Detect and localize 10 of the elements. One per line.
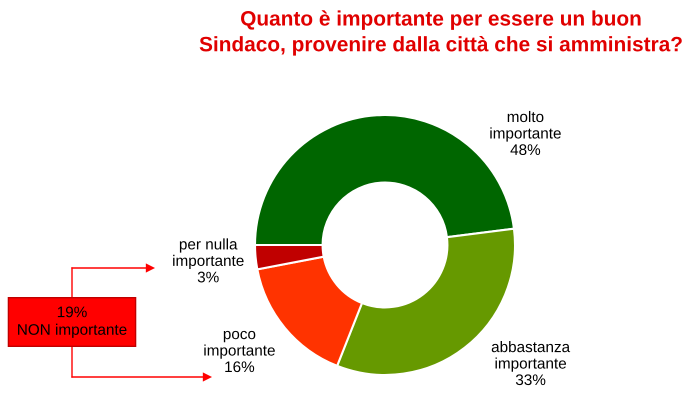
slice-label: molto importante bbox=[490, 110, 561, 142]
data-label: 16% bbox=[225, 361, 254, 372]
slice-label: per nulla importante bbox=[173, 238, 244, 270]
slice-label: poco importante bbox=[204, 330, 275, 359]
text: 19% NON importante bbox=[18, 306, 127, 338]
data-label: 3% bbox=[198, 272, 219, 282]
data-label: 33% bbox=[516, 374, 546, 386]
data-label: 48% bbox=[510, 144, 540, 156]
slice-label: abbastanza importante bbox=[492, 341, 570, 372]
chart-title: Quanto è importante per essere un buon Sindaco, provenire dalla città che si amministra? bbox=[200, 10, 682, 56]
